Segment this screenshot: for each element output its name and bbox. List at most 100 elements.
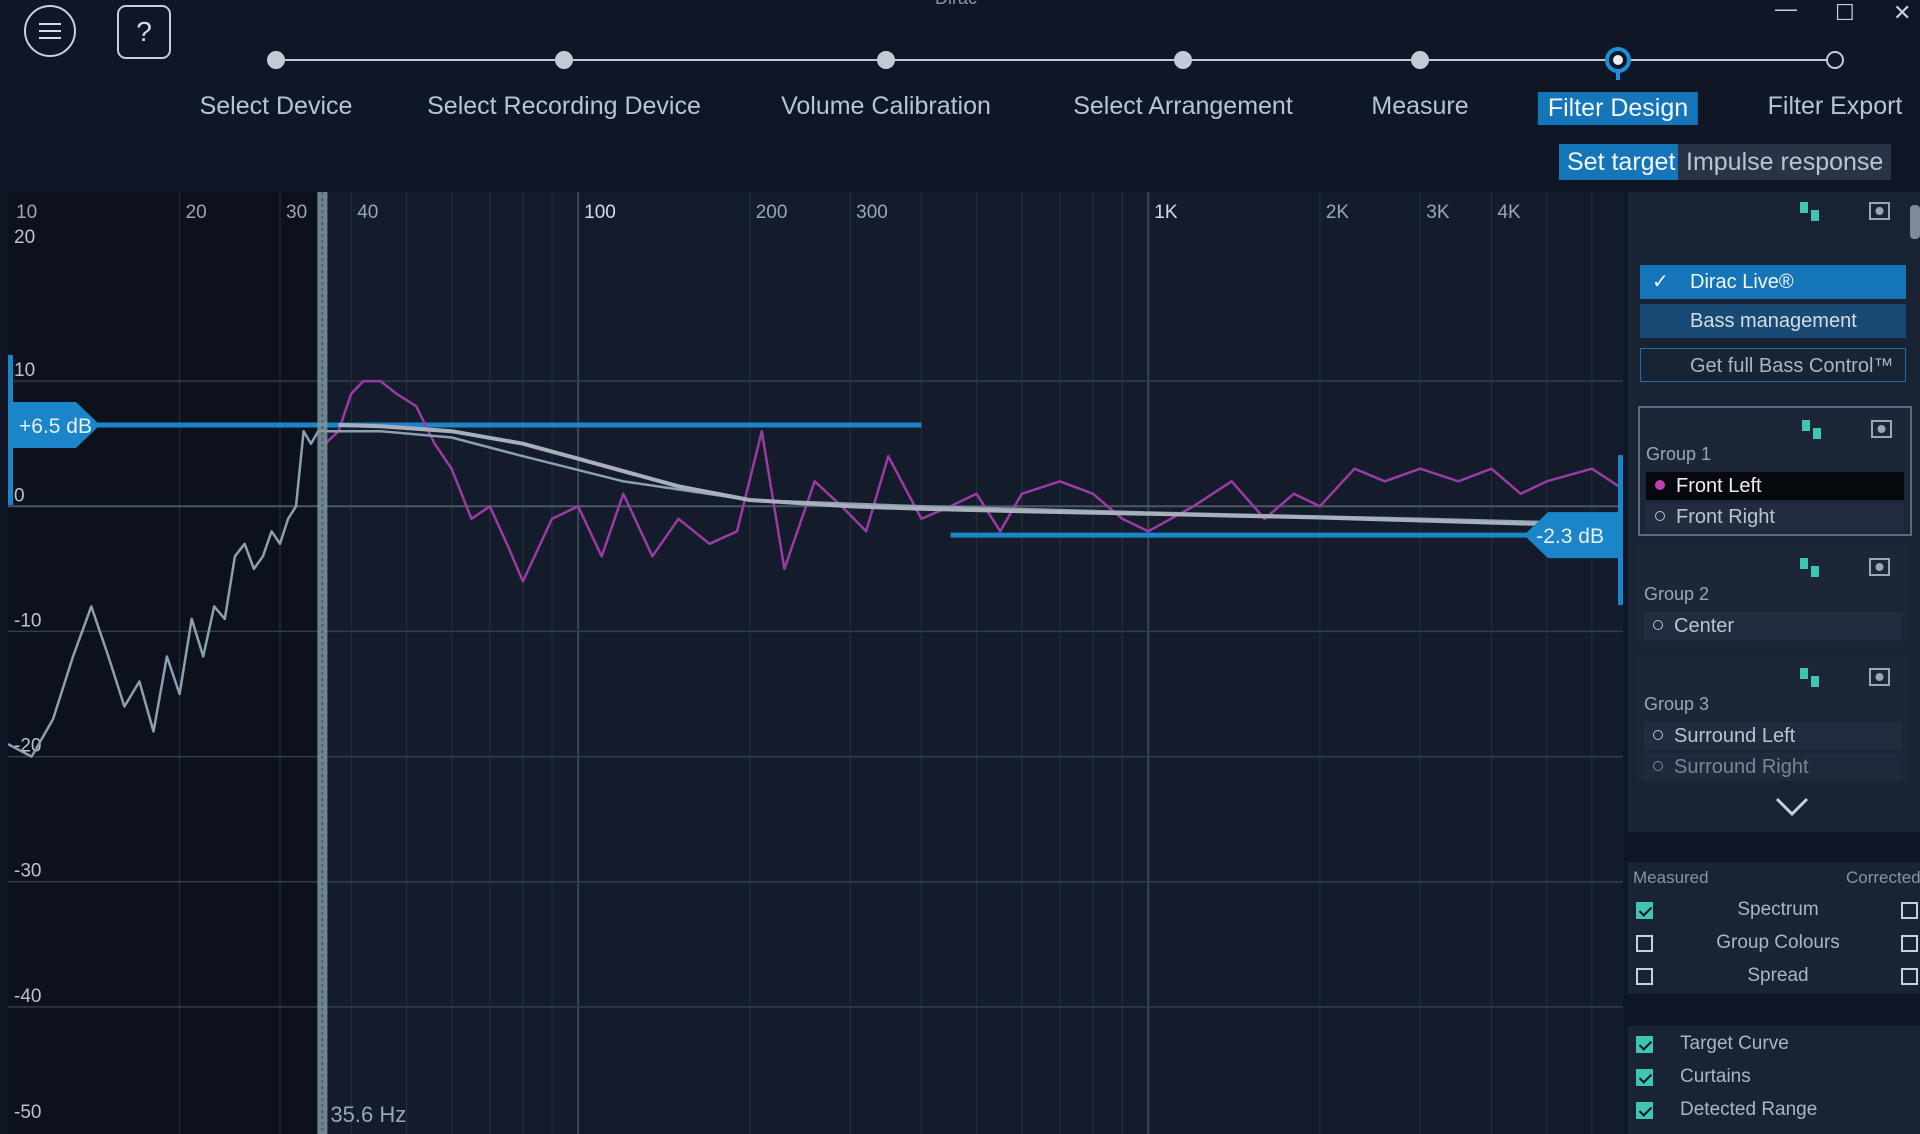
group-link-icon[interactable] xyxy=(1798,200,1822,224)
x-tick-label: 40 xyxy=(357,202,378,223)
help-button[interactable]: ? xyxy=(117,5,171,59)
y-tick-label: -10 xyxy=(14,610,41,631)
tab-impulse-response[interactable]: Impulse response xyxy=(1678,144,1892,180)
channel-radio-icon xyxy=(1653,761,1663,771)
check-icon: ✓ xyxy=(1652,271,1669,293)
x-tick-label: 20 xyxy=(186,202,207,223)
solo-view-icon[interactable] xyxy=(1868,556,1892,580)
step-filter-design[interactable]: Filter Design xyxy=(1537,92,1699,125)
x-tick-label: 30 xyxy=(286,202,307,223)
bass-management-button[interactable]: Bass management xyxy=(1640,304,1906,338)
get-full-bass-control-button[interactable]: Get full Bass Control™ xyxy=(1640,348,1906,382)
x-tick-label: 100 xyxy=(584,202,616,223)
measured-header: Measured xyxy=(1633,868,1709,887)
series-spectrum-line xyxy=(324,379,1623,583)
solo-view-icon[interactable] xyxy=(1870,418,1894,442)
group-icons xyxy=(1798,666,1898,690)
step-select-device[interactable]: Select Device xyxy=(199,92,353,120)
group-1-card[interactable]: Group 1 Front Left Front Right xyxy=(1638,406,1912,536)
high-gain-handle[interactable] xyxy=(1524,512,1618,559)
corrected-spectrum-checkbox[interactable] xyxy=(1901,902,1918,919)
step-progress-track xyxy=(267,47,1844,80)
step-select-arrangement[interactable]: Select Arrangement xyxy=(1073,92,1293,120)
step-volume-calibration[interactable]: Volume Calibration xyxy=(781,92,991,120)
measured-group-colours-checkbox[interactable] xyxy=(1636,935,1653,952)
y-tick-label: -30 xyxy=(14,861,41,882)
x-tick-label: 2K xyxy=(1326,202,1350,223)
maximize-button[interactable]: ☐ xyxy=(1835,0,1855,25)
step-marker-4[interactable] xyxy=(1174,51,1192,69)
scroll-down-icon[interactable] xyxy=(1774,796,1810,818)
panel-header-icons xyxy=(1798,200,1898,224)
x-tick-label: 4K xyxy=(1497,202,1521,223)
group-icons xyxy=(1800,418,1900,442)
corrected-spread-checkbox[interactable] xyxy=(1901,968,1918,985)
x-tick-label: 3K xyxy=(1426,202,1450,223)
channel-front-right[interactable]: Front Right xyxy=(1646,503,1904,531)
overlay-options-panel xyxy=(1628,1026,1920,1134)
step-marker-2[interactable] xyxy=(555,51,573,69)
help-icon: ? xyxy=(136,16,152,47)
frequency-response-chart[interactable]: 102030401002003001K2K3K4K10K20K20100-10-… xyxy=(8,192,1623,1134)
channel-surround-left[interactable]: Surround Left xyxy=(1644,722,1902,750)
channel-surround-right[interactable]: Surround Right xyxy=(1644,753,1902,781)
detected-range-label: Detected Range xyxy=(1680,1099,1818,1120)
display-options-panel xyxy=(1628,862,1920,994)
y-tick-label: 10 xyxy=(14,360,35,381)
measured-spread-checkbox[interactable] xyxy=(1636,968,1653,985)
hamburger-menu-icon xyxy=(39,23,61,39)
step-marker-7[interactable] xyxy=(1826,51,1844,69)
step-marker-5[interactable] xyxy=(1411,51,1429,69)
channel-label: Front Right xyxy=(1676,506,1775,528)
minimize-button[interactable]: — xyxy=(1775,0,1797,21)
tab-set-target[interactable]: Set target xyxy=(1559,144,1684,180)
panel-scrollbar[interactable] xyxy=(1910,205,1920,239)
group-link-icon[interactable] xyxy=(1798,666,1822,690)
y-tick-label: -40 xyxy=(14,986,41,1007)
low-curtain-label: 35.6 Hz xyxy=(330,1102,406,1127)
y-tick-label: -50 xyxy=(14,1102,41,1123)
solo-view-icon[interactable] xyxy=(1868,666,1892,690)
group-title: Group 1 xyxy=(1646,444,1712,464)
group-2-card[interactable]: Group 2 Center xyxy=(1638,546,1908,642)
channel-center[interactable]: Center xyxy=(1644,612,1902,640)
step-marker-1[interactable] xyxy=(267,51,285,69)
target-curve-label: Target Curve xyxy=(1680,1033,1789,1054)
x-tick-label: 300 xyxy=(856,202,888,223)
main-menu-button[interactable] xyxy=(24,5,76,57)
group-link-icon[interactable] xyxy=(1800,418,1824,442)
option-spread-label: Spread xyxy=(1747,965,1809,986)
group-3-card[interactable]: Group 3 Surround Left Surround Right xyxy=(1638,656,1908,781)
channel-radio-icon xyxy=(1655,480,1665,490)
channel-label: Center xyxy=(1674,615,1735,637)
series-target-curve-line xyxy=(338,422,1623,529)
x-tick-label: 200 xyxy=(756,202,788,223)
measured-spectrum-checkbox[interactable] xyxy=(1636,902,1653,919)
high-handle-bar[interactable] xyxy=(1618,455,1623,606)
channel-label: Surround Right xyxy=(1674,756,1809,778)
group-title: Group 2 xyxy=(1644,584,1710,604)
group-link-icon[interactable] xyxy=(1798,556,1822,580)
corrected-group-colours-checkbox[interactable] xyxy=(1901,935,1918,952)
channel-label: Front Left xyxy=(1676,475,1762,497)
group-title: Group 3 xyxy=(1644,694,1710,714)
step-filter-export[interactable]: Filter Export xyxy=(1767,92,1903,120)
curtains-checkbox[interactable] xyxy=(1636,1069,1653,1086)
option-spectrum-label: Spectrum xyxy=(1737,899,1819,920)
channel-front-left[interactable]: Front Left xyxy=(1646,472,1904,500)
step-marker-3[interactable] xyxy=(877,51,895,69)
y-tick-label: 20 xyxy=(14,227,35,248)
low-gain-handle[interactable] xyxy=(8,401,100,448)
y-tick-label: 0 xyxy=(14,485,25,506)
target-curve-checkbox[interactable] xyxy=(1636,1036,1653,1053)
channel-radio-icon xyxy=(1653,620,1663,630)
step-measure[interactable]: Measure xyxy=(1371,92,1469,120)
dirac-live-button[interactable]: ✓ Dirac Live® xyxy=(1640,265,1906,299)
close-button[interactable]: ✕ xyxy=(1893,0,1912,25)
step-select-recording-device[interactable]: Select Recording Device xyxy=(427,92,701,120)
x-tick-label: 10 xyxy=(16,202,37,223)
group-icons xyxy=(1798,556,1898,580)
detected-range-checkbox[interactable] xyxy=(1636,1102,1653,1119)
curtains-label: Curtains xyxy=(1680,1066,1751,1087)
solo-view-icon[interactable] xyxy=(1868,200,1892,224)
